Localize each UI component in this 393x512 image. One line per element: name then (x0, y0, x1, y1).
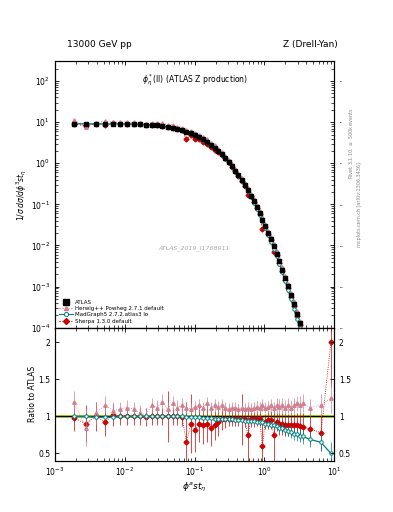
Text: Rivet 3.1.10, $\geq$ 500k events: Rivet 3.1.10, $\geq$ 500k events (348, 108, 356, 179)
Text: ATLAS_2019_I1768911: ATLAS_2019_I1768911 (159, 245, 230, 251)
Legend: ATLAS, Herwig++ Powheg 2.7.1 default, MadGraph5 2.7.2.atlas3 lo, Sherpa 1.3.0 de: ATLAS, Herwig++ Powheg 2.7.1 default, Ma… (58, 298, 165, 325)
Y-axis label: $1/\sigma\,d\sigma/d\phi^3st_\eta$: $1/\sigma\,d\sigma/d\phi^3st_\eta$ (15, 168, 29, 221)
Text: 13000 GeV pp: 13000 GeV pp (67, 39, 132, 49)
X-axis label: $\phi^{a}st_{\eta}$: $\phi^{a}st_{\eta}$ (182, 481, 207, 494)
Y-axis label: Ratio to ATLAS: Ratio to ATLAS (28, 366, 37, 422)
Text: $\phi^*_{\eta}$(ll) (ATLAS Z production): $\phi^*_{\eta}$(ll) (ATLAS Z production) (141, 72, 248, 88)
Text: mcplots.cern.ch [arXiv:1306.3436]: mcplots.cern.ch [arXiv:1306.3436] (357, 162, 362, 247)
Text: Z (Drell-Yan): Z (Drell-Yan) (283, 39, 338, 49)
